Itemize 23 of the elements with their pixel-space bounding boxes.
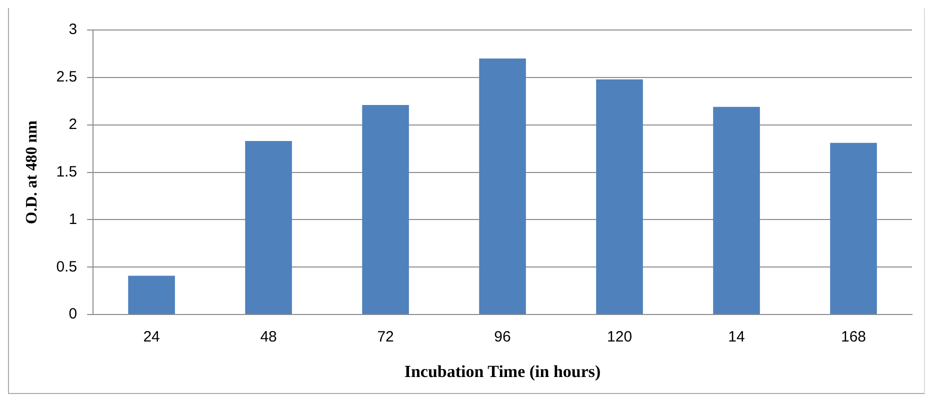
bar bbox=[362, 104, 409, 314]
x-tick-label: 120 bbox=[607, 328, 632, 346]
y-tick-label: 3 bbox=[68, 21, 78, 38]
x-tick-label: 48 bbox=[260, 328, 277, 346]
y-tick-label: 1.5 bbox=[56, 163, 78, 180]
bar bbox=[245, 140, 292, 314]
y-axis-title: O.D. at 480 nm bbox=[24, 120, 41, 224]
bar bbox=[830, 142, 877, 314]
y-tick-label: 0.5 bbox=[56, 258, 78, 276]
x-tick-label: 168 bbox=[840, 328, 866, 346]
y-tick-label: 0 bbox=[68, 306, 78, 323]
x-axis-title: Incubation Time (in hours) bbox=[404, 362, 601, 382]
x-tick-label: 72 bbox=[377, 328, 394, 346]
bar bbox=[713, 106, 760, 314]
y-tick-label: 2.5 bbox=[56, 68, 78, 86]
x-tick-label: 96 bbox=[494, 328, 511, 346]
y-tick-label: 1 bbox=[68, 210, 78, 228]
y-tick-label: 2 bbox=[68, 116, 78, 134]
x-tick-label: 24 bbox=[143, 328, 160, 346]
x-tick-label: 14 bbox=[728, 328, 745, 346]
bar bbox=[128, 276, 175, 314]
bar bbox=[479, 58, 526, 314]
bar bbox=[596, 79, 643, 314]
